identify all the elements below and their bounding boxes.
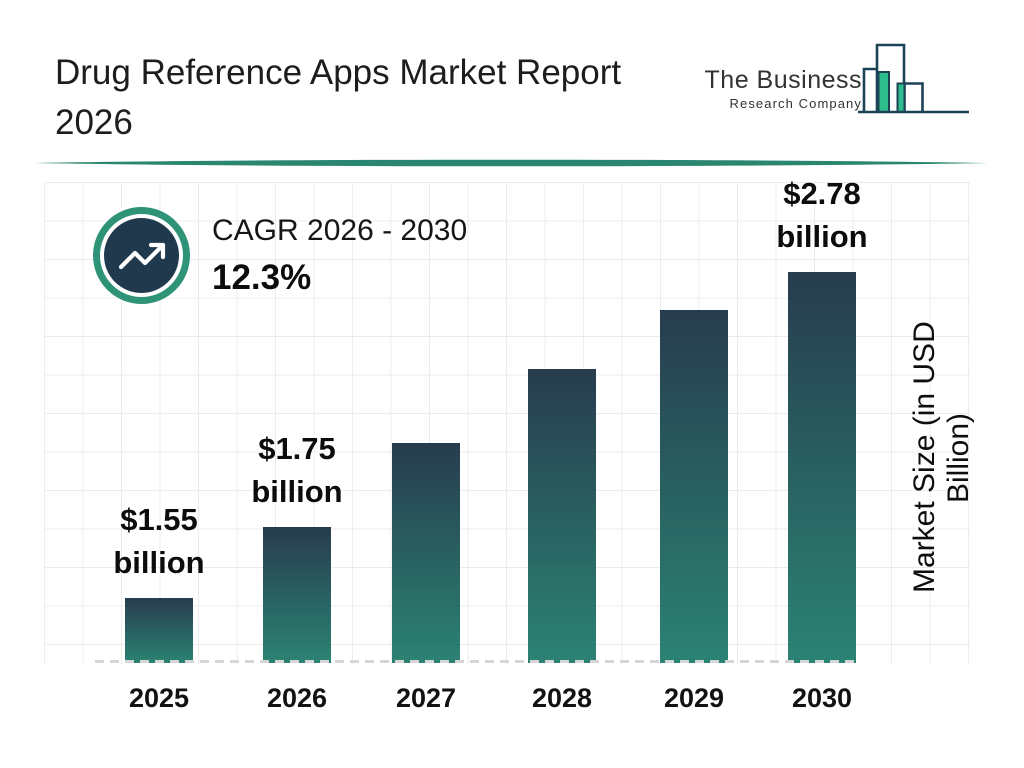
cagr-badge [93, 207, 190, 304]
trending-up-icon [104, 218, 179, 293]
page-title: Drug Reference Apps Market Report 2026 [55, 48, 735, 148]
page-title-line1: Drug Reference Apps Market Report [55, 53, 622, 92]
x-tick-2028: 2028 [531, 683, 593, 713]
cagr-label: CAGR 2026 - 2030 [212, 214, 468, 247]
x-tick-2027: 2027 [395, 683, 457, 713]
bar-2028 [528, 369, 596, 663]
bar-2030 [788, 272, 856, 663]
cagr-value: 12.3% [212, 258, 312, 297]
x-tick-2025: 2025 [128, 683, 190, 713]
bar-2026 [263, 527, 331, 663]
value-label-2030: $2.78 billion [776, 176, 868, 254]
logo-subname: Research Company [729, 96, 862, 111]
logo-bar-chart-icon [858, 43, 969, 114]
x-tick-2030: 2030 [791, 683, 853, 713]
value-label-2025: $1.55 billion [113, 502, 205, 580]
x-tick-2026: 2026 [266, 683, 328, 713]
y-axis-title: Market Size (in USD Billion) [908, 321, 975, 594]
page-title-line2: 2026 [55, 103, 133, 142]
x-axis-baseline [95, 660, 858, 663]
divider-line [36, 159, 988, 167]
bar-2027 [392, 443, 460, 663]
bar-2025 [125, 598, 193, 663]
bar-2029 [660, 310, 728, 663]
x-tick-2029: 2029 [663, 683, 725, 713]
value-label-2026: $1.75 billion [251, 431, 343, 509]
company-logo: The Business Research Company [640, 66, 862, 111]
logo-name: The Business [704, 66, 862, 94]
